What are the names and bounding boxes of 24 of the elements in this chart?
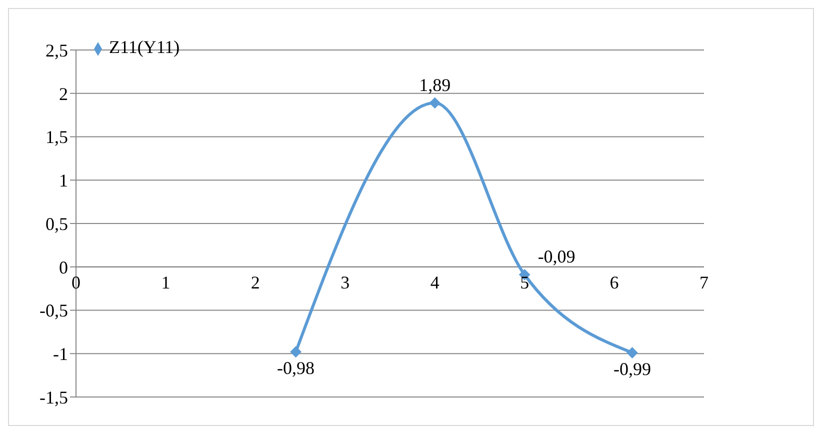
y-tick-label: 0,5: [46, 214, 68, 234]
y-tick-label: -0,5: [40, 300, 68, 321]
y-tick-label: 1: [59, 170, 68, 191]
data-label: 1,89: [419, 74, 451, 95]
y-tick-label: 0: [59, 257, 68, 278]
point: [429, 97, 440, 108]
data-label: -0,98: [277, 358, 315, 378]
y-tick-label: -1,5: [40, 387, 68, 408]
y-tick-label: 2: [59, 84, 68, 104]
data-label: -0,99: [613, 358, 651, 379]
x-tick-label: 7: [700, 272, 708, 292]
y-tick-label: 2,5: [46, 40, 68, 60]
point: [290, 346, 302, 358]
x-tick-label: 3: [340, 272, 350, 292]
y-tick-label: -1: [53, 344, 68, 364]
point: [626, 347, 638, 358]
x-tick-label: 0: [72, 272, 80, 292]
x-tick-label: 6: [610, 272, 619, 292]
legend-label: Z11(Y11): [109, 37, 180, 57]
x-tick-label: 4: [430, 272, 440, 292]
y-tick-label: 1,5: [46, 127, 68, 148]
x-tick-label: 1: [161, 272, 170, 292]
x-tick-label: 2: [250, 272, 260, 292]
data-label: -0,09: [538, 246, 576, 267]
